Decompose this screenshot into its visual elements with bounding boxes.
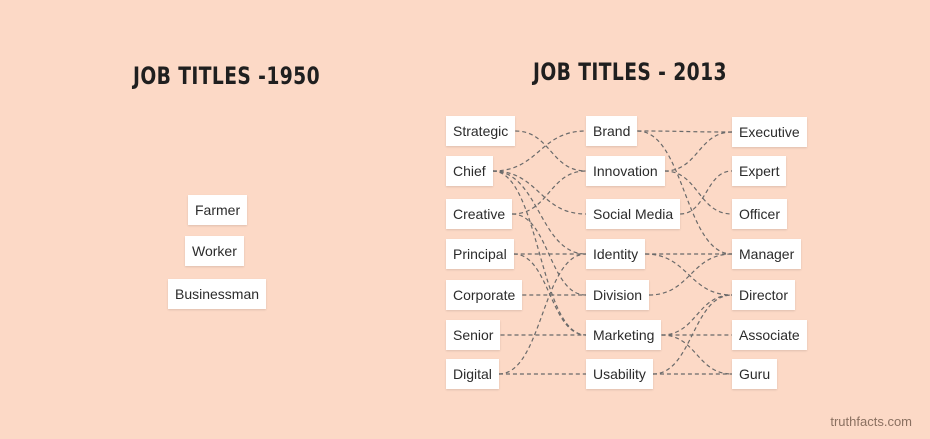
job-2013-prefix: Chief	[446, 156, 493, 186]
connector-line	[664, 170, 733, 215]
connector-line	[637, 130, 733, 255]
connector-line	[664, 131, 733, 172]
connector-line	[492, 130, 587, 172]
job-2013-suffix: Director	[732, 280, 796, 310]
connector-line	[661, 294, 733, 336]
job-2013-middle: Innovation	[586, 156, 665, 186]
job-2013-middle: Division	[586, 280, 650, 310]
source-credit: truthfacts.com	[830, 414, 912, 429]
job-2013-middle: Brand	[586, 116, 638, 146]
title-2013: JOB TITLES - 2013	[533, 58, 727, 86]
connector-line	[492, 170, 587, 215]
connector-line	[515, 130, 587, 172]
connector-line	[492, 170, 587, 336]
job-2013-middle: Identity	[586, 239, 646, 269]
job-2013-prefix: Corporate	[446, 280, 523, 310]
connector-line	[661, 334, 733, 375]
job-2013-middle: Usability	[586, 359, 653, 389]
job-1950-box: Farmer	[188, 195, 248, 225]
job-2013-prefix: Strategic	[446, 116, 516, 146]
job-2013-middle: Social Media	[586, 199, 681, 229]
job-2013-prefix: Digital	[446, 359, 499, 389]
connector-line	[637, 130, 733, 133]
job-2013-suffix: Officer	[732, 199, 787, 229]
connector-line	[498, 253, 587, 375]
job-2013-prefix: Senior	[446, 320, 501, 350]
job-2013-middle: Marketing	[586, 320, 662, 350]
job-2013-suffix: Manager	[732, 239, 802, 269]
job-2013-suffix: Expert	[732, 156, 787, 186]
job-2013-suffix: Associate	[732, 320, 807, 350]
connector-line	[645, 253, 733, 296]
connector-line	[680, 170, 733, 215]
job-1950-box: Businessman	[168, 279, 267, 309]
connector-line	[652, 294, 733, 375]
title-1950: JOB TITLES -1950	[133, 62, 321, 90]
job-1950-box: Worker	[185, 236, 244, 266]
connector-line	[492, 170, 587, 255]
job-2013-prefix: Creative	[446, 199, 513, 229]
connector-line	[649, 253, 733, 296]
job-2013-suffix: Executive	[732, 117, 807, 147]
job-2013-prefix: Principal	[446, 239, 514, 269]
job-2013-suffix: Guru	[732, 359, 778, 389]
connector-line	[512, 170, 587, 215]
